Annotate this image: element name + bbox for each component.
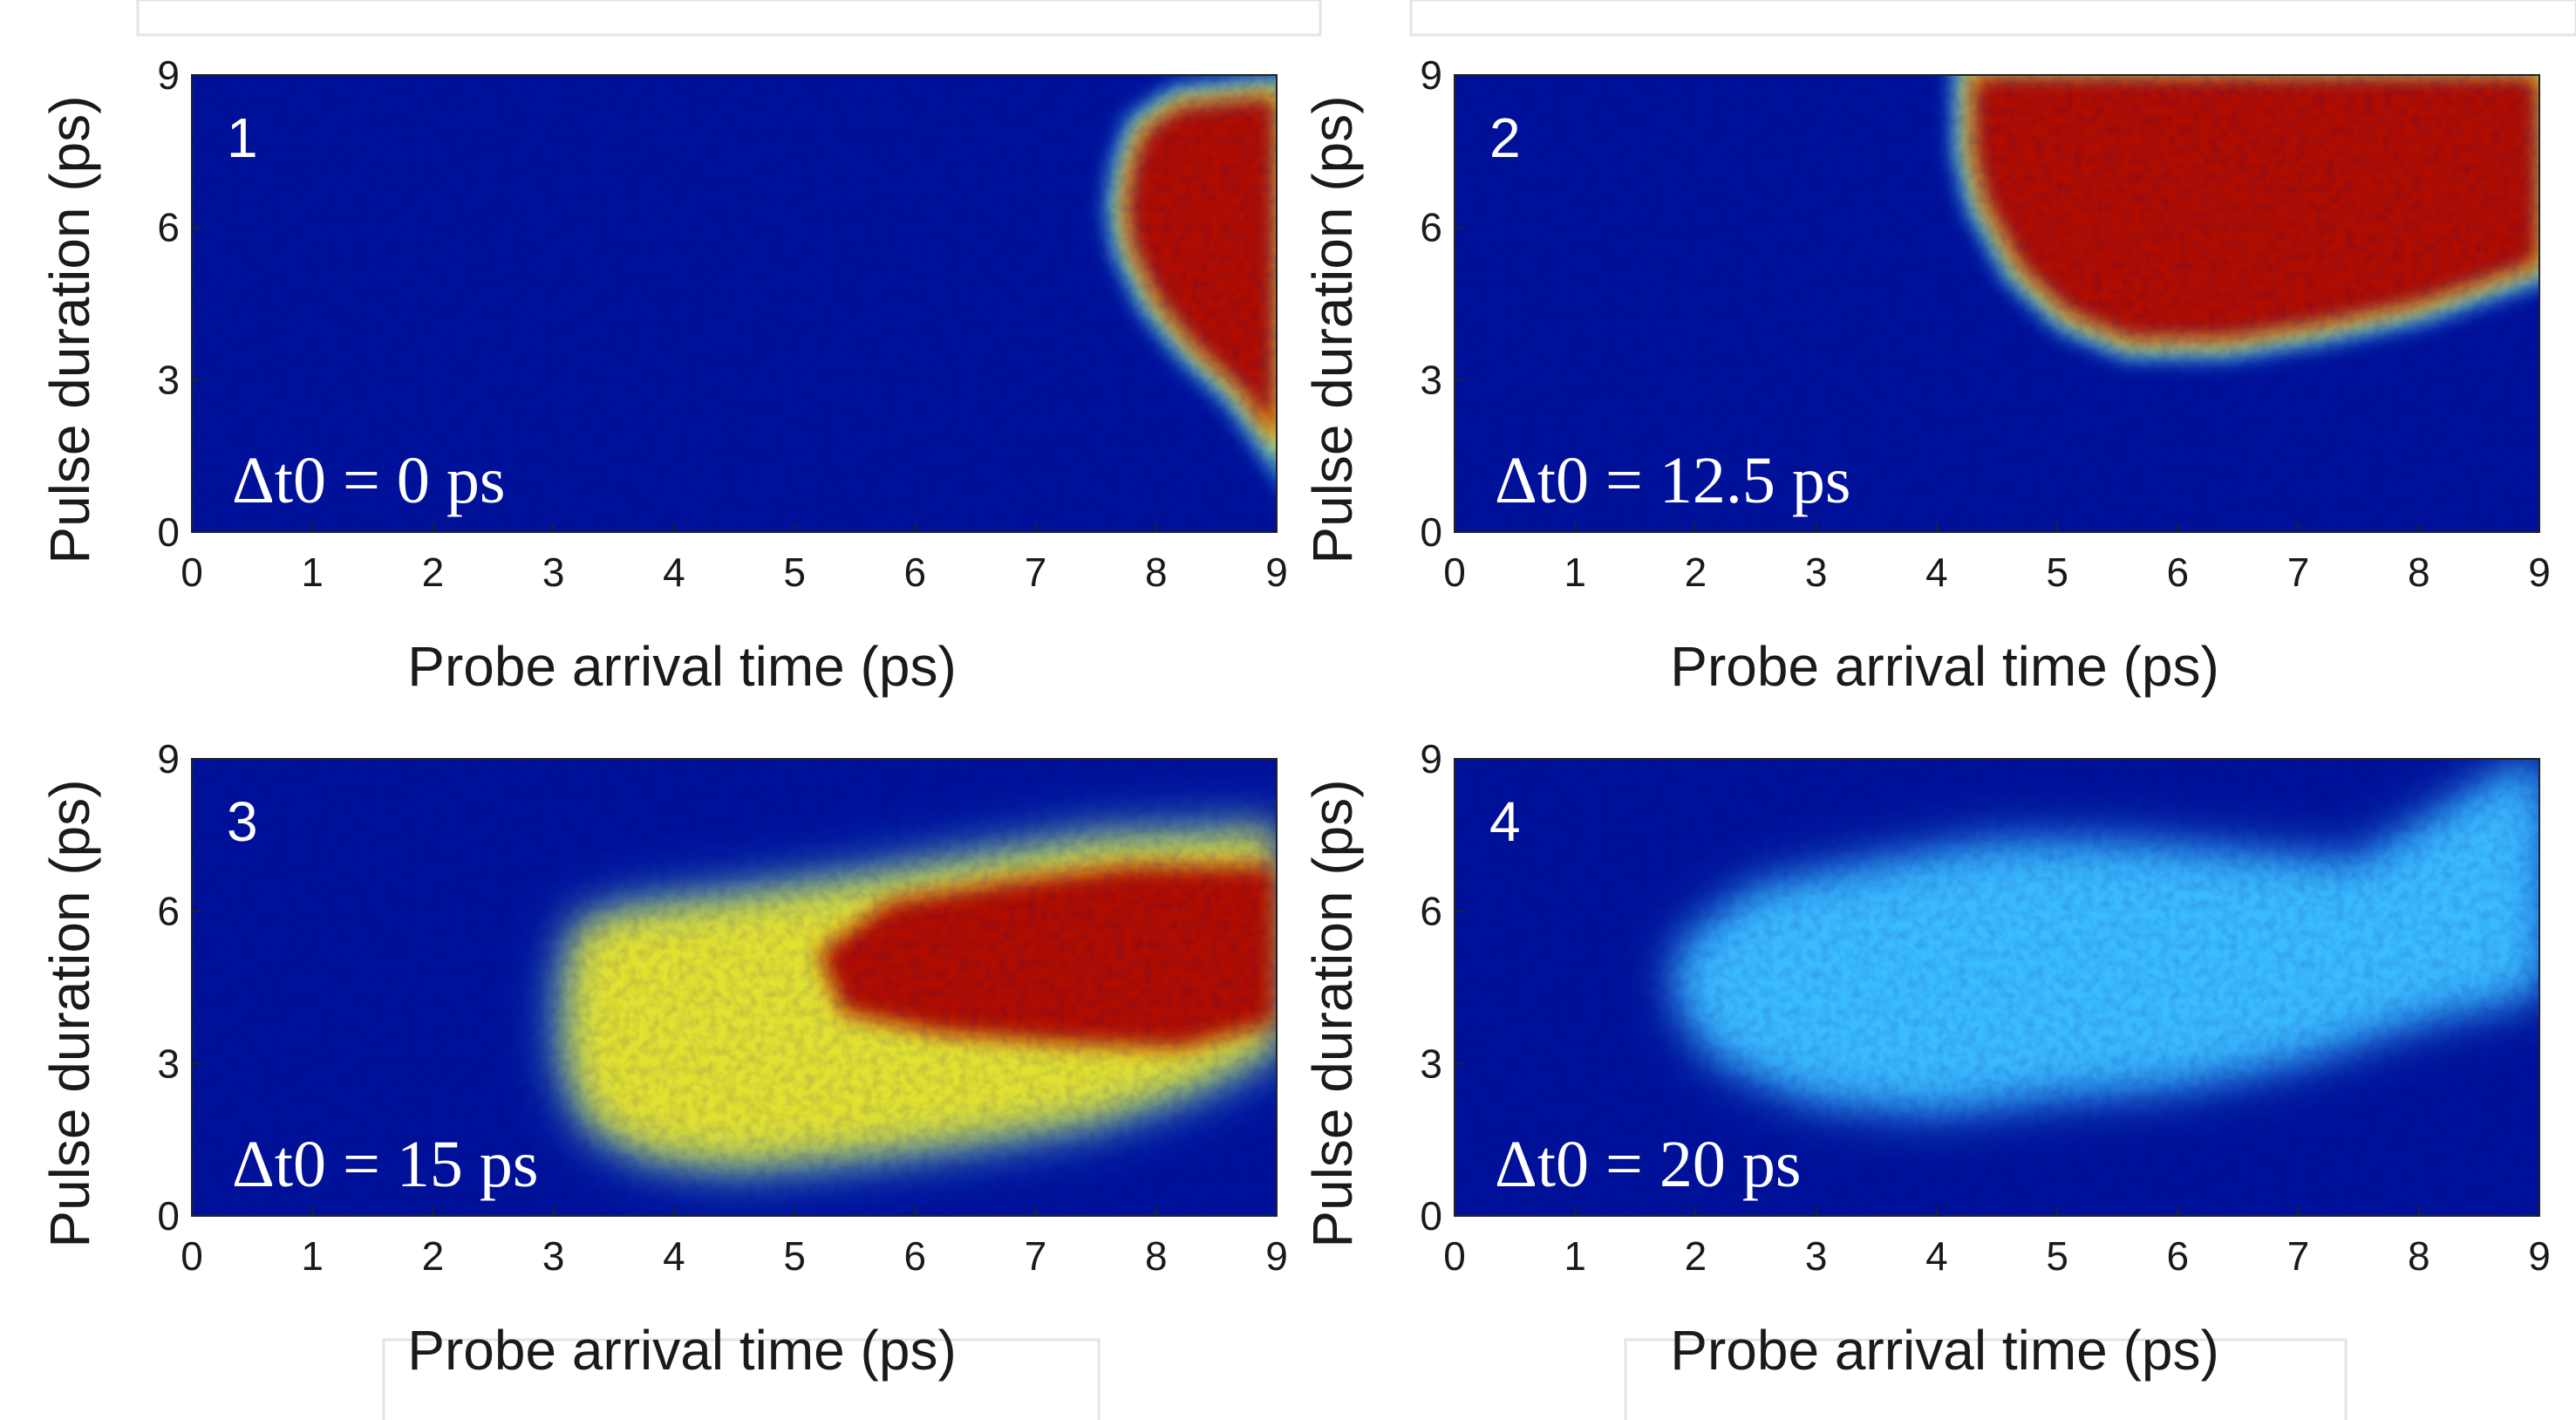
y-tick-label: 0 <box>157 1193 180 1239</box>
delta-t0-annotation: Δt0 = 20 ps <box>1495 1128 1801 1201</box>
x-tick-label: 9 <box>2528 550 2551 595</box>
x-axis-label: Probe arrival time (ps) <box>1670 635 2219 698</box>
x-tick-label: 3 <box>1805 1233 1828 1279</box>
panel-number: 3 <box>227 790 258 853</box>
y-tick-label: 9 <box>1420 736 1442 782</box>
x-tick-label: 6 <box>2167 550 2190 595</box>
x-tick-label: 8 <box>2408 1233 2430 1279</box>
y-tick-label: 9 <box>157 52 180 98</box>
y-tick-label: 0 <box>1420 1193 1442 1239</box>
x-tick-label: 0 <box>1443 1233 1466 1279</box>
y-axis-label: Pulse duration (ps) <box>38 779 101 1247</box>
scan-frame-bottom-left <box>382 1338 1101 1420</box>
speckle-texture <box>1455 75 2539 532</box>
y-tick-label: 0 <box>1420 509 1442 555</box>
y-tick-label: 6 <box>1420 205 1442 250</box>
x-tick-label: 1 <box>1564 550 1586 595</box>
x-tick-label: 0 <box>181 550 203 595</box>
x-tick-label: 9 <box>1265 1233 1288 1279</box>
speckle-texture <box>1455 759 2539 1216</box>
x-tick-label: 5 <box>783 550 806 595</box>
y-axis-label: Pulse duration (ps) <box>1301 95 1364 563</box>
plot-frame <box>1454 758 2540 1217</box>
y-tick-label: 6 <box>157 889 180 934</box>
x-axis-label: Probe arrival time (ps) <box>1670 1319 2219 1382</box>
panel-number: 2 <box>1489 106 1521 169</box>
x-tick-label: 5 <box>2046 1233 2068 1279</box>
heatmap-panel-4: 0 1 2 3 4 5 6 7 8 9 0 3 6 9 Probe arrival time (ps) Pul… <box>1301 736 2551 1382</box>
y-tick-label: 6 <box>157 205 180 250</box>
scan-frame-bottom-right <box>1624 1338 2348 1420</box>
delta-t0-annotation: Δt0 = 12.5 ps <box>1495 444 1850 517</box>
y-tick-label: 9 <box>1420 52 1442 98</box>
heatmap-panel-3: 0 1 2 3 4 5 6 7 8 9 0 3 6 9 Probe arrival time (ps) Pul… <box>38 736 1288 1382</box>
x-tick-label: 3 <box>542 1233 565 1279</box>
y-axis-label: Pulse duration (ps) <box>38 95 101 563</box>
x-tick-label: 2 <box>422 550 445 595</box>
x-tick-label: 9 <box>2528 1233 2551 1279</box>
x-tick-label: 3 <box>1805 550 1828 595</box>
y-axis-label: Pulse duration (ps) <box>1301 779 1364 1247</box>
y-tick-label: 3 <box>157 357 180 402</box>
y-tick-label: 3 <box>1420 357 1442 402</box>
scan-frame-top-left <box>136 0 1322 37</box>
heatmap-field <box>192 759 1277 1216</box>
y-tick-label: 3 <box>157 1041 180 1086</box>
x-tick-label: 0 <box>1443 550 1466 595</box>
x-tick-label: 6 <box>2167 1233 2190 1279</box>
heatmap-field <box>1455 75 2539 532</box>
x-tick-label: 2 <box>1685 1233 1707 1279</box>
x-tick-label: 6 <box>904 1233 927 1279</box>
x-tick-label: 1 <box>1564 1233 1586 1279</box>
x-tick-label: 2 <box>1685 550 1707 595</box>
delta-t0-annotation: Δt0 = 15 ps <box>232 1128 538 1201</box>
plot-frame <box>1454 74 2540 533</box>
heatmap-field <box>192 75 1277 532</box>
x-tick-label: 3 <box>542 550 565 595</box>
speckle-texture <box>192 759 1277 1216</box>
scan-frame-top-right <box>1409 0 2576 37</box>
y-tick-label: 3 <box>1420 1041 1442 1086</box>
x-tick-label: 8 <box>2408 550 2430 595</box>
y-tick-label: 9 <box>157 736 180 782</box>
x-tick-label: 8 <box>1145 1233 1168 1279</box>
y-tick-label: 6 <box>1420 889 1442 934</box>
x-tick-label: 4 <box>1925 1233 1948 1279</box>
x-tick-label: 4 <box>663 1233 685 1279</box>
x-tick-label: 6 <box>904 550 927 595</box>
x-tick-label: 5 <box>2046 550 2068 595</box>
speckle-texture <box>192 75 1277 532</box>
x-tick-label: 8 <box>1145 550 1168 595</box>
x-tick-label: 7 <box>1025 1233 1047 1279</box>
x-tick-label: 1 <box>301 1233 324 1279</box>
x-axis-label: Probe arrival time (ps) <box>407 635 957 698</box>
x-tick-label: 5 <box>783 1233 806 1279</box>
panel-number: 4 <box>1489 790 1521 853</box>
x-tick-label: 9 <box>1265 550 1288 595</box>
heatmap-field <box>1455 759 2539 1216</box>
x-tick-label: 4 <box>1925 550 1948 595</box>
plot-frame <box>191 758 1278 1217</box>
x-tick-label: 1 <box>301 550 324 595</box>
heatmap-panel-2: 0 1 2 3 4 5 6 7 8 9 0 3 6 9 Probe arrival time (ps) Pul… <box>1301 52 2551 698</box>
x-tick-label: 7 <box>2287 550 2310 595</box>
x-tick-label: 0 <box>181 1233 203 1279</box>
x-tick-label: 7 <box>1025 550 1047 595</box>
y-tick-label: 0 <box>157 509 180 555</box>
plot-frame <box>191 74 1278 533</box>
x-tick-label: 4 <box>663 550 685 595</box>
x-tick-label: 7 <box>2287 1233 2310 1279</box>
x-axis-label: Probe arrival time (ps) <box>407 1319 957 1382</box>
delta-t0-annotation: Δt0 = 0 ps <box>232 444 505 517</box>
heatmap-panel-1: 0 1 2 3 4 5 6 7 8 9 0 3 6 9 Probe arrival time (ps) Pul… <box>38 52 1288 698</box>
panel-number: 1 <box>227 106 258 169</box>
x-tick-label: 2 <box>422 1233 445 1279</box>
